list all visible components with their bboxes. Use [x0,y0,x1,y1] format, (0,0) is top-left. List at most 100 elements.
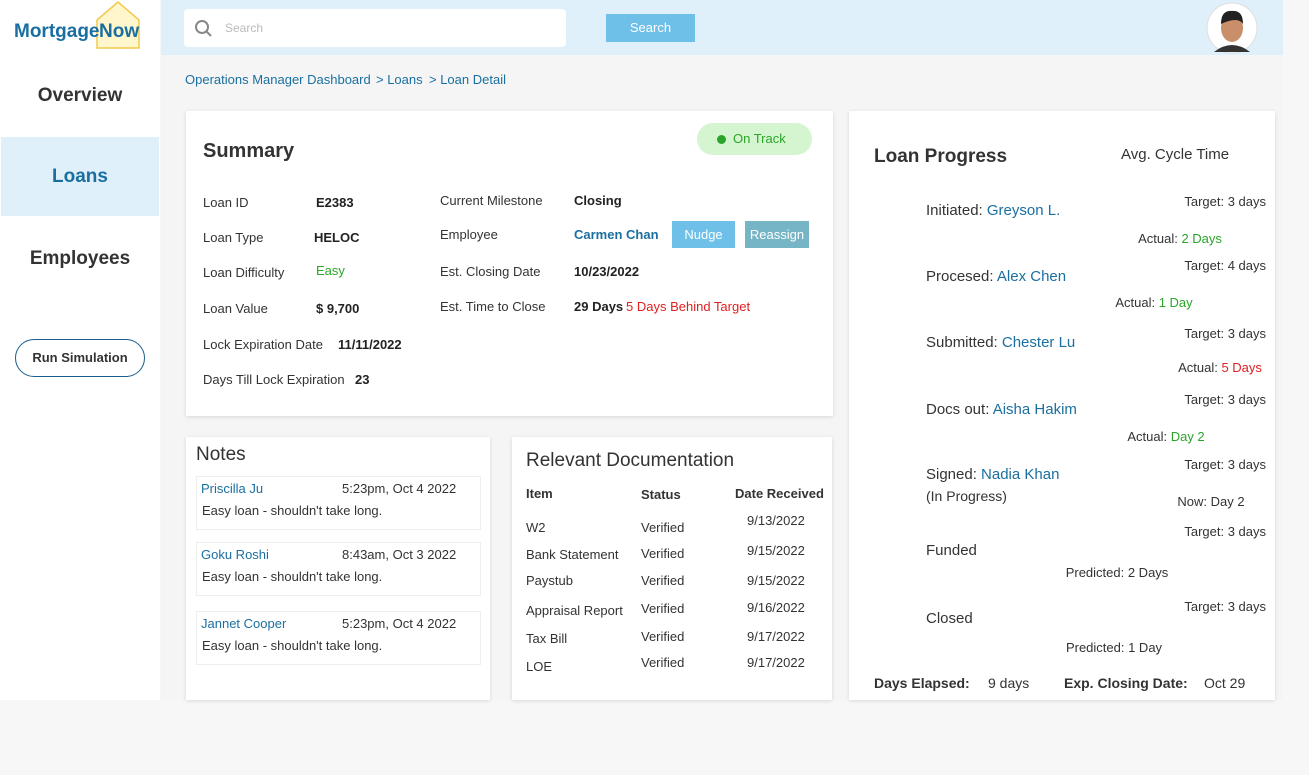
field-value[interactable]: Carmen Chan [574,227,659,242]
avatar-hair [1221,10,1243,24]
footer-value: Oct 29 [1204,675,1246,691]
footer-label: Exp. Closing Date: [1064,675,1188,691]
result-value: Day 2 [1167,429,1205,444]
step-result: Now: Day 2 [1177,494,1244,509]
card [512,437,832,700]
note-text: Easy loan - shouldn't take long. [202,638,383,653]
notes-title: Notes [196,444,246,465]
note: Jannet Cooper 5:23pm, Oct 4 2022 Easy loan… [196,611,481,665]
step-stage: Docs out: [926,401,990,418]
field-label: Loan Type [203,230,264,245]
step-stage: Procesed: [926,268,994,285]
step-stage: Initiated: [926,202,983,219]
docs-column: Status [641,487,681,502]
docs-title: Relevant Documentation [526,450,735,471]
step-target: Target: 3 days [1184,524,1266,539]
note-text: Easy loan - shouldn't take long. [202,503,383,518]
docs-cell: LOE [526,659,553,674]
logo-house [96,1,140,49]
progress-title: Loan Progress [874,146,1008,167]
breadcrumb-item[interactable]: > Loan Detail [429,72,506,87]
docs-cell: W2 [526,520,546,535]
note-time: 5:23pm, Oct 4 2022 [342,481,457,496]
note-author[interactable]: Goku Roshi [201,547,269,562]
summary-title: Summary [203,140,295,162]
step-stage: Submitted: [926,334,998,351]
field-label: Lock Expiration Date [203,337,323,352]
step-stage: Closed [926,610,973,627]
step-person[interactable]: Nadia Khan [976,466,1060,483]
progress-subtitle: Avg. Cycle Time [1121,146,1230,163]
breadcrumb-item[interactable]: Operations Manager Dashboard [185,72,371,87]
docs-cell: 9/17/2022 [747,655,805,670]
docs-cell: Bank Statement [526,547,619,562]
nav-item[interactable]: Employees [29,248,131,269]
reassign-button[interactable]: Reassign [745,221,809,248]
docs-cell: 9/15/2022 [747,543,805,558]
field-value: 23 [355,372,370,387]
field-label: Days Till Lock Expiration [203,372,345,387]
step-label: Submitted: Chester Lu [926,334,1075,351]
step-label: Funded [926,542,977,559]
avatar[interactable] [1206,2,1258,54]
step-person[interactable]: Aisha Hakim [989,401,1077,418]
search-button[interactable]: Search [606,14,695,42]
field-label: Loan ID [203,195,249,210]
step-person[interactable]: Greyson L. [982,202,1061,219]
docs-column: Date Received [735,486,824,501]
nav-item[interactable]: Overview [37,85,123,106]
step-target: Target: 3 days [1184,326,1266,341]
result-value: 2 Days [1177,231,1222,246]
card [186,111,833,416]
step-person[interactable]: Chester Lu [997,334,1076,351]
step-person[interactable]: Alex Chen [993,268,1067,285]
step-label: Docs out: Aisha Hakim [926,401,1077,418]
result-label: Actual: [1115,295,1156,310]
field-label: Loan Value [203,301,268,316]
docs-cell: Verified [641,601,685,616]
field-value: E2383 [316,195,354,210]
search-icon [195,20,209,34]
result-label: Predicted: 1 Day [1065,640,1163,655]
step-stage: Signed: [926,466,977,483]
nav-item[interactable]: Loans [52,166,108,187]
step-result: Actual: 1 Day [1115,295,1192,310]
note-author[interactable]: Jannet Cooper [201,616,287,631]
status-dot [717,135,726,144]
step-result: Actual: 2 Days [1138,231,1222,246]
result-label: Actual: [1138,231,1178,246]
field-label: Employee [440,227,498,242]
run-simulation-button[interactable]: Run Simulation [15,339,145,377]
field-label: Est. Closing Date [440,264,541,279]
avatar-shirt [1214,45,1250,52]
status-text: On Track [733,131,786,146]
docs-cell: 9/15/2022 [747,573,805,588]
search-icon [205,30,212,37]
nudge-button[interactable]: Nudge [672,221,735,248]
step-target: Target: 4 days [1184,258,1266,273]
field-value: 29 Days [574,299,624,314]
step-stage: Funded [926,542,977,559]
note-author[interactable]: Priscilla Ju [201,481,264,496]
docs-cell: 9/17/2022 [747,629,805,644]
docs-cell: Appraisal Report [526,603,623,618]
logo-accent: Now [99,21,140,42]
search-box[interactable] [184,9,566,47]
docs-cell: Paystub [526,573,573,588]
breadcrumb-item[interactable]: > Loans [376,72,423,87]
step-result: Actual: 5 Days [1178,360,1262,375]
footer-label: Days Elapsed: [874,675,970,691]
status-pill: On Track [697,123,812,155]
docs-cell: Verified [641,573,685,588]
note-time: 8:43am, Oct 3 2022 [342,547,457,562]
card [849,111,1275,700]
behind-target: 5 Days Behind Target [626,299,751,314]
docs-cell: Verified [641,546,685,561]
note-text: Easy loan - shouldn't take long. [202,569,383,584]
step-target: Target: 3 days [1184,392,1266,407]
docs-cell: 9/16/2022 [747,600,805,615]
docs-cell: Verified [641,629,685,644]
field-label: Current Milestone [440,193,543,208]
step-label: Closed [926,610,973,627]
